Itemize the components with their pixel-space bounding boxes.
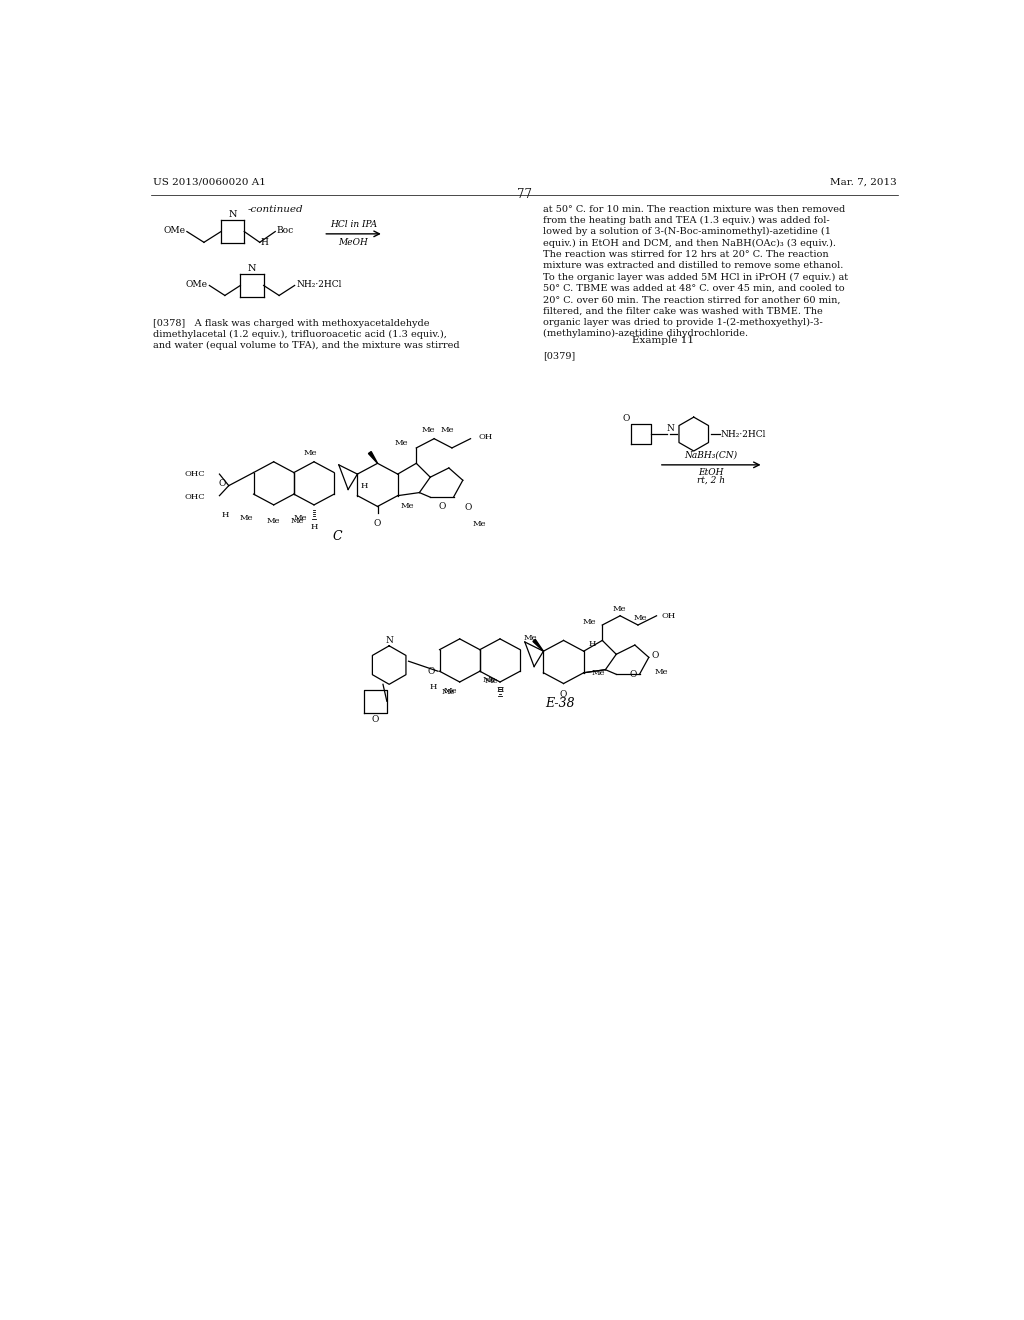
Text: Me: Me [523,634,537,642]
Text: Me: Me [267,517,281,525]
Text: O: O [218,479,225,488]
Text: OMe: OMe [164,226,185,235]
Text: OHC: OHC [185,494,206,502]
Text: Me: Me [422,426,435,434]
Text: H: H [310,523,317,531]
Text: O: O [372,715,379,725]
Text: O: O [428,667,435,676]
Text: Me: Me [612,605,626,612]
Text: O: O [439,502,446,511]
Text: Me: Me [583,618,596,626]
Text: Mar. 7, 2013: Mar. 7, 2013 [830,178,897,186]
Text: OH: OH [662,611,676,620]
Text: O: O [622,414,630,424]
Text: C: C [333,529,342,543]
Text: H: H [360,482,369,491]
Text: O: O [629,669,636,678]
Text: Me: Me [291,517,304,525]
Text: O: O [560,689,567,698]
Text: [0379]: [0379] [543,351,574,360]
Text: N: N [667,424,675,433]
Text: rt, 2 h: rt, 2 h [697,475,725,484]
Text: 77: 77 [517,187,532,201]
Text: at 50° C. for 10 min. The reaction mixture was then removed
from the heating bat: at 50° C. for 10 min. The reaction mixtu… [543,205,848,338]
Text: Me: Me [592,669,605,677]
Text: H: H [589,639,596,648]
Text: Me: Me [483,676,497,684]
Text: EtOH: EtOH [698,469,724,477]
Text: OH: OH [478,433,493,441]
Text: Me: Me [655,668,669,676]
Text: Me: Me [303,449,316,457]
Text: Me: Me [472,520,485,528]
Polygon shape [532,639,544,651]
Text: O: O [374,519,381,528]
Text: Me: Me [400,503,415,511]
Text: OMe: OMe [185,280,208,289]
Text: Me: Me [440,426,454,434]
Text: H: H [221,511,228,519]
Text: H: H [430,682,437,690]
Text: N: N [228,210,237,219]
Text: NH₂·2HCl: NH₂·2HCl [721,429,766,438]
Text: -continued: -continued [248,205,303,214]
Text: N: N [248,264,256,273]
Text: Me: Me [441,688,455,696]
Text: OHC: OHC [185,470,206,478]
Text: Me: Me [634,614,647,622]
Text: O: O [464,503,472,512]
Text: HCl in IPA: HCl in IPA [330,220,377,230]
Text: H: H [260,238,268,247]
Polygon shape [369,451,378,463]
Text: Me: Me [240,515,254,523]
Text: NaBH₃(CN): NaBH₃(CN) [685,450,737,459]
Text: Me: Me [443,686,457,694]
Text: US 2013/0060020 A1: US 2013/0060020 A1 [153,178,265,186]
Text: [0378]   A flask was charged with methoxyacetaldehyde
dimethylacetal (1.2 equiv.: [0378] A flask was charged with methoxya… [153,318,460,350]
Text: N: N [385,636,393,645]
Text: MeOH: MeOH [339,239,369,247]
Text: Me: Me [294,515,307,523]
Text: Me: Me [484,677,498,685]
Text: E-38: E-38 [545,697,574,710]
Text: H: H [497,686,504,694]
Text: Boc: Boc [276,226,294,235]
Text: Me: Me [395,440,409,447]
Text: Example 11: Example 11 [632,335,693,345]
Text: O: O [652,651,659,660]
Text: NH₂·2HCl: NH₂·2HCl [296,280,342,289]
